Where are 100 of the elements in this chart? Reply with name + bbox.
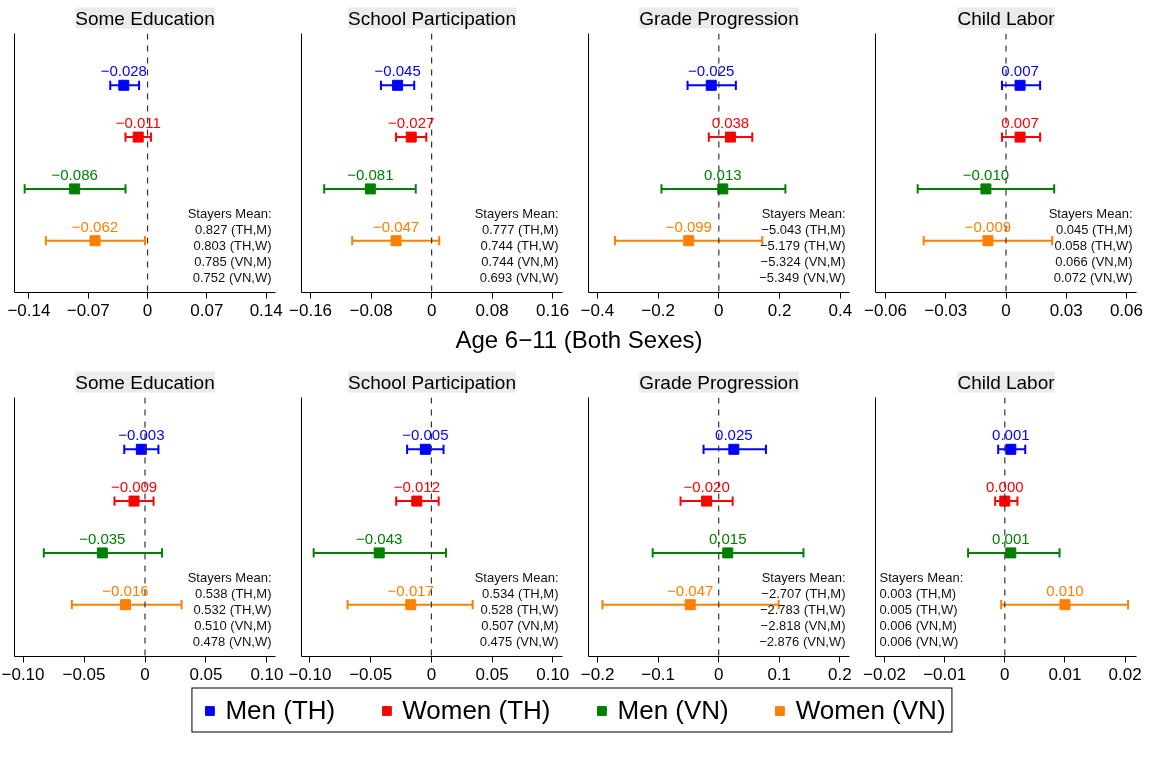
annotation: 0.803 (TH,W) <box>193 237 272 253</box>
x-tick-label: −0.01 <box>923 664 967 684</box>
annotation: 0.006 (VN,W) <box>879 633 959 649</box>
annotation: −2.783 (TH,W) <box>759 601 846 617</box>
annotation: 0.058 (TH,W) <box>1054 237 1133 253</box>
annotation: 0.478 (VN,W) <box>192 633 272 649</box>
annotation: Stayers Mean: <box>187 205 272 221</box>
annotation: −2.876 (VN,W) <box>759 633 846 649</box>
data-label: 0.038 <box>711 114 750 132</box>
annotation: Stayers Mean: <box>1048 205 1133 221</box>
annotation: Stayers Mean: <box>187 569 272 585</box>
annotation: −2.818 (VN,M) <box>760 617 846 633</box>
annotation: 0.534 (TH,M) <box>481 585 559 601</box>
data-label: −0.062 <box>71 217 119 235</box>
annotation: 0.006 (VN,M) <box>879 617 957 633</box>
x-tick-label: −0.10 <box>288 664 332 684</box>
x-tick-label: 0.10 <box>536 664 570 684</box>
x-tick-label: 0 <box>714 300 724 320</box>
annotation: −2.707 (TH,M) <box>761 585 846 601</box>
x-tick-label: 0.2 <box>827 664 852 684</box>
point <box>118 79 130 91</box>
data-label: −0.005 <box>402 426 449 444</box>
chart-title: Grade Progression <box>639 371 799 393</box>
x-tick-label: 0 <box>140 664 150 684</box>
point <box>132 131 144 143</box>
data-label: 0.015 <box>709 529 747 547</box>
point <box>390 235 402 247</box>
x-tick-label: −0.14 <box>7 300 51 320</box>
x-tick-label: 0.10 <box>250 664 284 684</box>
chart-title: School Participation <box>348 7 516 29</box>
annotation: 0.507 (VN,M) <box>481 617 559 633</box>
data-label: −0.020 <box>683 478 730 496</box>
data-label: −0.009 <box>964 217 1012 235</box>
annotation: Stayers Mean: <box>761 205 846 221</box>
data-label: −0.047 <box>372 217 420 235</box>
x-tick-label: −0.2 <box>580 664 615 684</box>
data-label: 0.013 <box>704 165 742 183</box>
data-label: −0.027 <box>388 114 435 132</box>
point <box>364 183 376 195</box>
annotation: 0.744 (TH,W) <box>480 237 559 253</box>
chart-title: Some Education <box>75 371 215 393</box>
x-tick-label: −0.10 <box>1 664 45 684</box>
point <box>89 235 101 247</box>
legend-label: Women (VN) <box>795 694 946 726</box>
data-label: −0.099 <box>665 217 712 235</box>
point <box>683 235 695 247</box>
legend-label: Men (TH) <box>225 694 336 726</box>
point <box>373 547 385 559</box>
point <box>405 131 417 143</box>
data-label: 0.010 <box>1046 581 1084 599</box>
text: Age 6−11 (Both Sexes) <box>455 325 703 355</box>
x-tick-label: −0.4 <box>580 300 615 320</box>
chart-title: School Participation <box>348 371 516 393</box>
point <box>705 79 717 91</box>
annotation: 0.538 (TH,M) <box>194 585 272 601</box>
annotation: −5.179 (TH,W) <box>759 237 846 253</box>
chart-title: Grade Progression <box>639 7 799 29</box>
chart-title: Child Labor <box>957 7 1056 29</box>
legend-label: Men (VN) <box>617 694 729 726</box>
x-tick-label: 0.16 <box>536 300 570 320</box>
annotation: Stayers Mean: <box>474 569 559 585</box>
annotation: −5.349 (VN,W) <box>759 269 846 285</box>
x-tick-label: 0 <box>142 300 153 320</box>
data-label: −0.045 <box>374 62 421 80</box>
annotation: 0.528 (TH,W) <box>480 601 559 617</box>
x-tick-label: −0.2 <box>641 300 675 320</box>
data-label: −0.010 <box>962 165 1010 183</box>
x-tick-label: −0.02 <box>863 664 907 684</box>
x-tick-label: 0.03 <box>1049 300 1083 320</box>
x-tick-label: 0.08 <box>475 300 509 320</box>
data-label: 0.001 <box>992 529 1030 547</box>
chart-title: Some Education <box>75 7 215 29</box>
annotation: 0.045 (TH,M) <box>1055 221 1133 237</box>
data-label: 0.007 <box>1001 62 1039 80</box>
x-tick-label: 0.2 <box>767 300 792 320</box>
point <box>392 79 404 91</box>
data-label: −0.003 <box>118 426 165 444</box>
annotation: 0.785 (VN,M) <box>194 253 272 269</box>
x-tick-label: −0.16 <box>289 300 333 320</box>
x-tick-label: −0.1 <box>641 664 675 684</box>
x-tick-label: 0.02 <box>1108 664 1142 684</box>
data-label: −0.012 <box>393 478 440 496</box>
data-label: −0.081 <box>347 165 394 183</box>
point <box>119 599 131 611</box>
annotation: 0.693 (VN,W) <box>479 269 559 285</box>
x-tick-label: −0.05 <box>349 664 393 684</box>
data-label: −0.017 <box>387 581 434 599</box>
x-tick-label: 0.06 <box>1109 300 1144 320</box>
data-label: −0.047 <box>667 581 714 599</box>
annotation: 0.003 (TH,M) <box>879 585 957 601</box>
x-tick-label: −0.05 <box>62 664 106 684</box>
x-tick-label: 0.05 <box>475 664 509 684</box>
annotation: 0.532 (TH,W) <box>193 601 272 617</box>
annotation: 0.510 (VN,M) <box>194 617 272 633</box>
annotation: 0.066 (VN,M) <box>1055 253 1133 269</box>
point <box>701 495 713 507</box>
point <box>684 599 696 611</box>
annotation: Stayers Mean: <box>879 569 964 585</box>
data-label: 0.007 <box>1001 114 1039 132</box>
data-label: 0.025 <box>715 426 753 444</box>
